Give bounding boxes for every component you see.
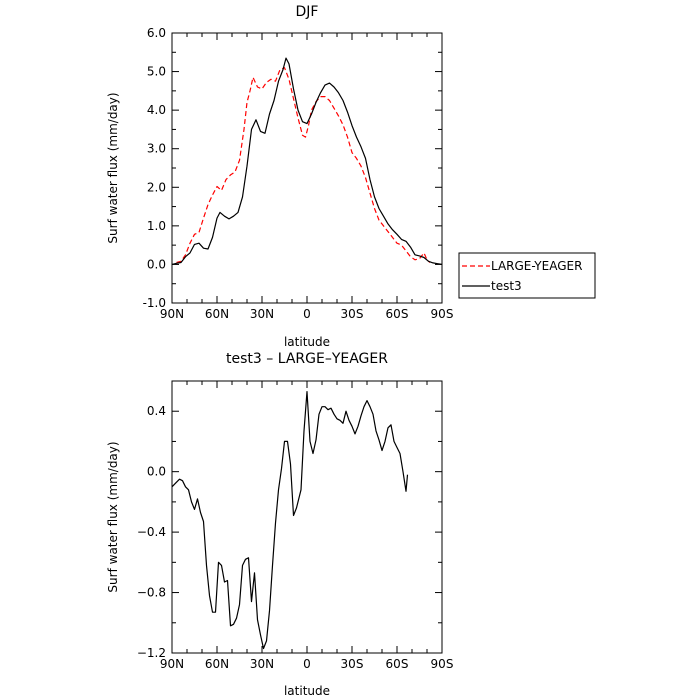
bottom-series-lines [171,391,409,650]
bottom-chart-title: test3 – LARGE–YEAGER [226,351,388,367]
legend-box [458,252,596,299]
top-x-tick-label: 60S [386,307,409,321]
top-y-tick-label: 1.0 [147,219,166,233]
top-x-tick-label: 90N [160,307,184,321]
bottom-x-tick-label: 60S [386,657,409,671]
top-x-tick-label: 30N [250,307,274,321]
bottom-series-line-0 [171,391,409,650]
top-series-line-1 [171,57,443,265]
bottom-y-tick-label: −0.4 [137,525,166,539]
legend-label-large-yeager: LARGE-YEAGER [491,259,582,273]
bottom-y-axis-label: Surf water flux (mm/day) [106,441,120,592]
bottom-x-tick-label: 30N [250,657,274,671]
legend: LARGE-YEAGER test3 [458,252,596,299]
top-y-tick-label: 5.0 [147,65,166,79]
top-y-tick-label: 6.0 [147,26,166,40]
top-series-line-0 [176,67,431,264]
top-x-tick-label: 0 [303,307,311,321]
legend-label-test3: test3 [491,279,522,293]
bottom-x-tick-label: 30S [341,657,364,671]
top-y-axis-label: Surf water flux (mm/day) [106,92,120,243]
bottom-x-tick-label: 0 [303,657,311,671]
top-y-tick-label: 2.0 [147,180,166,194]
bottom-panel: test3 – LARGE–YEAGER Surf water flux (mm… [106,351,453,698]
top-panel: DJF Surf water flux (mm/day) latitude 90… [106,4,453,349]
top-x-tick-label: 90S [431,307,454,321]
top-x-tick-label: 30S [341,307,364,321]
bottom-x-tick-label: 90N [160,657,184,671]
bottom-y-tick-label: −0.8 [137,586,166,600]
top-y-tick-label: 4.0 [147,103,166,117]
top-axis-ticks: 90N 60N 30N 0 30S 60S 90S -1.0 0.0 1.0 2.0 3.0 4.0 5.… [143,26,454,321]
bottom-x-tick-label: 60N [205,657,229,671]
top-x-tick-label: 60N [205,307,229,321]
top-plot-frame [171,32,443,304]
top-y-tick-label: 3.0 [147,142,166,156]
top-x-axis-label: latitude [284,335,330,349]
bottom-axis-ticks: 90N 60N 30N 0 30S 60S 90S −1.2 −0.8 −0.4 0.0 0.4 [137,380,454,671]
bottom-y-tick-label: −1.2 [137,646,166,660]
top-chart-title: DJF [296,4,319,20]
bottom-y-tick-label: 0.4 [147,404,166,418]
bottom-x-tick-label: 90S [431,657,454,671]
bottom-x-axis-label: latitude [284,684,330,698]
bottom-y-tick-label: 0.0 [147,465,166,479]
top-y-tick-label: 0.0 [147,257,166,271]
top-y-tick-label: -1.0 [143,296,166,310]
top-series-lines [171,57,443,265]
